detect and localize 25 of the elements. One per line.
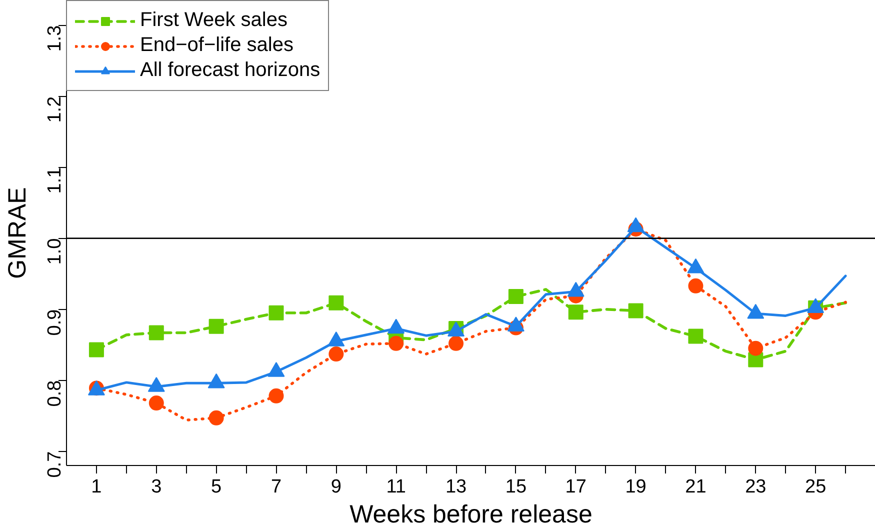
legend-label: First Week sales xyxy=(140,9,288,32)
x-tick-label: 1 xyxy=(91,476,102,498)
x-tick-label: 23 xyxy=(745,476,766,498)
legend-label: All forecast horizons xyxy=(140,59,320,82)
x-tick-label: 9 xyxy=(330,476,342,498)
x-tick-label: 7 xyxy=(270,476,282,498)
y-tick-label: 0.7 xyxy=(44,451,66,478)
y-tick-label: 1.3 xyxy=(44,25,66,52)
x-tick-label: 13 xyxy=(445,476,467,498)
x-tick-label: 5 xyxy=(211,476,222,498)
x-tick-label: 19 xyxy=(625,476,646,498)
y-tick-label: 1.2 xyxy=(44,96,66,123)
x-tick-label: 21 xyxy=(685,476,706,498)
x-tick-label: 15 xyxy=(505,476,527,498)
x-tick-label: 25 xyxy=(805,476,826,498)
y-tick-label: 0.9 xyxy=(44,309,66,336)
y-tick-label: 0.8 xyxy=(44,380,66,407)
x-tick-label: 17 xyxy=(565,476,586,498)
legend-label: End−of−life sales xyxy=(140,34,294,57)
y-tick-label: 1.0 xyxy=(44,238,66,265)
y-tick-label: 1.1 xyxy=(44,167,66,194)
x-tick-label: 3 xyxy=(151,476,162,498)
x-tick-label: 11 xyxy=(386,476,406,498)
x-axis-title: Weeks before release xyxy=(350,500,592,528)
y-axis-title: GMRAE xyxy=(4,187,32,279)
